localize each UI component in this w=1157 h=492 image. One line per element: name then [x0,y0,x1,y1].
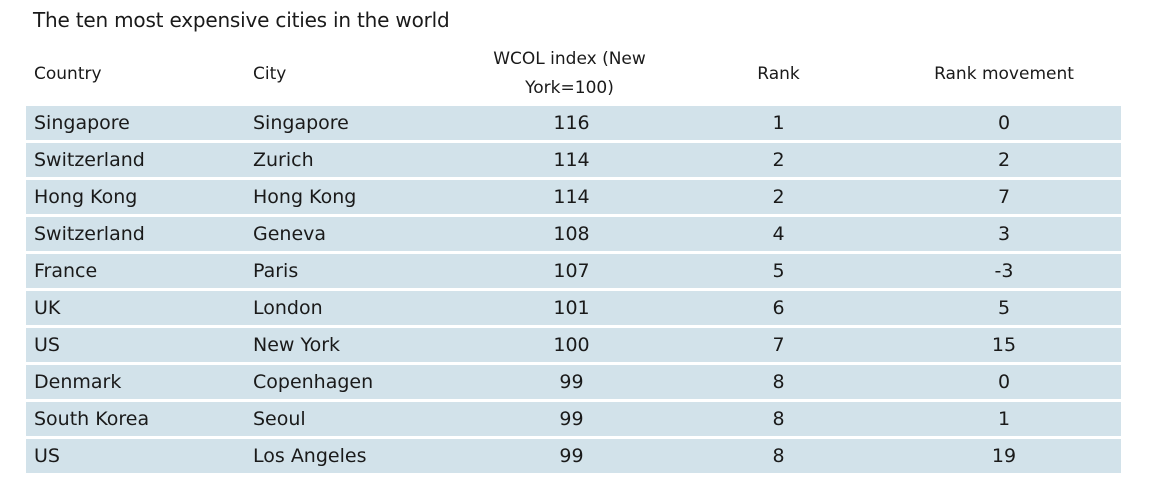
city-cell: New York [245,328,473,365]
table-row: US Los Angeles 99 8 19 [26,439,1121,476]
country-cell: Switzerland [26,143,245,180]
wcol-index-cell: 116 [473,106,670,143]
wcol-index-cell: 100 [473,328,670,365]
rank-cell: 8 [670,439,887,476]
header-row: Country City WCOL index (New York=100) R… [26,42,1121,106]
country-cell: US [26,328,245,365]
country-cell: US [26,439,245,476]
city-cell: Singapore [245,106,473,143]
table-title: The ten most expensive cities in the wor… [33,8,450,32]
wcol-index-cell: 99 [473,365,670,402]
table-row: South Korea Seoul 99 8 1 [26,402,1121,439]
wcol-index-cell: 114 [473,143,670,180]
table-row: Singapore Singapore 116 1 0 [26,106,1121,143]
city-cell: London [245,291,473,328]
country-cell: France [26,254,245,291]
rank-cell: 1 [670,106,887,143]
column-header-wcol-index: WCOL index (New York=100) [473,42,670,106]
rank-movement-cell: 7 [887,180,1121,217]
table-row: France Paris 107 5 -3 [26,254,1121,291]
rank-movement-cell: 1 [887,402,1121,439]
city-cell: Hong Kong [245,180,473,217]
city-cell: Los Angeles [245,439,473,476]
rank-cell: 5 [670,254,887,291]
city-cell: Seoul [245,402,473,439]
table-row: Denmark Copenhagen 99 8 0 [26,365,1121,402]
country-cell: Singapore [26,106,245,143]
rank-movement-cell: 3 [887,217,1121,254]
table-row: Hong Kong Hong Kong 114 2 7 [26,180,1121,217]
city-cell: Paris [245,254,473,291]
wcol-index-cell: 101 [473,291,670,328]
rank-movement-cell: -3 [887,254,1121,291]
rank-cell: 6 [670,291,887,328]
wcol-index-cell: 99 [473,402,670,439]
data-table: Country City WCOL index (New York=100) R… [26,42,1121,476]
rank-movement-cell: 19 [887,439,1121,476]
country-cell: Denmark [26,365,245,402]
rank-cell: 4 [670,217,887,254]
wcol-index-cell: 107 [473,254,670,291]
column-header-rank-movement: Rank movement [934,63,1074,84]
column-header-rank: Rank [757,63,800,84]
wcol-index-cell: 108 [473,217,670,254]
column-header-city: City [253,63,287,84]
rank-cell: 8 [670,402,887,439]
country-cell: UK [26,291,245,328]
column-header-wcol-index-label: WCOL index (New York=100) [493,49,646,98]
rank-movement-cell: 5 [887,291,1121,328]
country-cell: Switzerland [26,217,245,254]
column-header-country: Country [34,63,102,84]
city-cell: Copenhagen [245,365,473,402]
rank-movement-cell: 0 [887,106,1121,143]
table-row: Switzerland Zurich 114 2 2 [26,143,1121,180]
rank-movement-cell: 0 [887,365,1121,402]
table-row: Switzerland Geneva 108 4 3 [26,217,1121,254]
table-row: UK London 101 6 5 [26,291,1121,328]
rank-movement-cell: 2 [887,143,1121,180]
rank-cell: 2 [670,143,887,180]
city-cell: Geneva [245,217,473,254]
table-row: US New York 100 7 15 [26,328,1121,365]
table-body: Singapore Singapore 116 1 0 Switzerland Zurich… [26,106,1121,476]
rank-cell: 2 [670,180,887,217]
country-cell: South Korea [26,402,245,439]
rank-cell: 8 [670,365,887,402]
city-cell: Zurich [245,143,473,180]
wcol-index-cell: 114 [473,180,670,217]
country-cell: Hong Kong [26,180,245,217]
wcol-index-cell: 99 [473,439,670,476]
rank-movement-cell: 15 [887,328,1121,365]
rank-cell: 7 [670,328,887,365]
